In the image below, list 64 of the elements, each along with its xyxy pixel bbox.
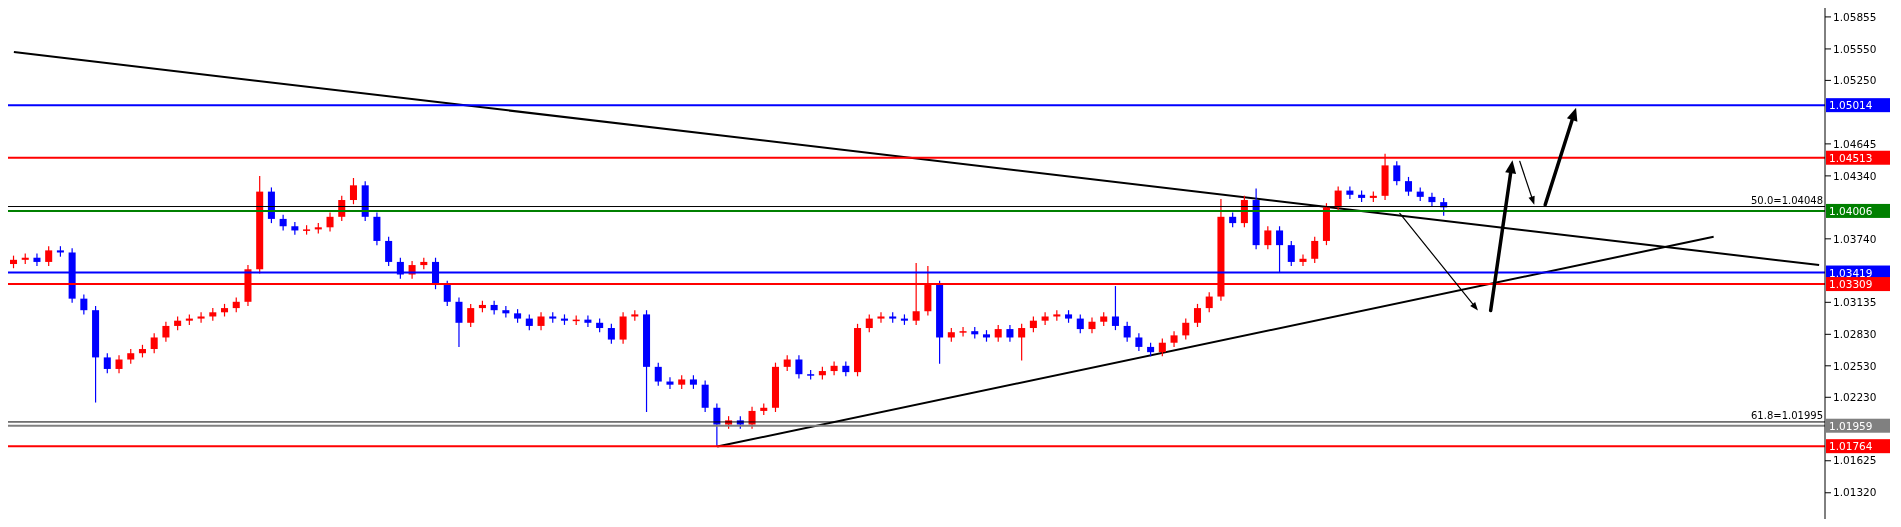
candlestick xyxy=(33,252,41,267)
y-tick-label: 1.03135 xyxy=(1833,296,1877,309)
y-tick-label: 1.02530 xyxy=(1833,359,1877,372)
candlestick xyxy=(607,323,615,345)
candlestick xyxy=(326,212,334,233)
y-tick-label: 1.01625 xyxy=(1833,454,1877,467)
candlestick xyxy=(619,311,627,345)
candlestick xyxy=(1205,291,1213,313)
y-tick-label: 1.05855 xyxy=(1833,10,1877,23)
y-tick-label: 1.05250 xyxy=(1833,74,1877,87)
candlestick xyxy=(502,305,510,319)
candlestick xyxy=(701,379,709,413)
y-tick-label: 1.02830 xyxy=(1833,328,1877,341)
y-tick-label: 1.01320 xyxy=(1833,486,1877,499)
ref-line-label: 50.0=1.04048 xyxy=(1751,194,1823,206)
candlestick xyxy=(1428,192,1436,207)
candlestick xyxy=(443,280,451,307)
candlestick xyxy=(455,297,463,348)
ref-line-label: 1.01764 xyxy=(1829,440,1873,453)
candlestick xyxy=(150,332,158,354)
candlestick xyxy=(80,293,88,315)
candlestick xyxy=(1393,160,1401,186)
candlestick xyxy=(584,314,592,328)
candlestick xyxy=(1404,176,1413,197)
candlestick xyxy=(666,376,674,390)
candlestick xyxy=(1006,324,1014,343)
candlestick xyxy=(959,326,967,338)
candlestick xyxy=(795,354,803,379)
candlestick xyxy=(1111,285,1119,331)
candlestick xyxy=(877,311,885,324)
ref-line-label: 1.01959 xyxy=(1829,419,1873,432)
candlestick xyxy=(1018,323,1026,362)
ref-line-label: 1.03309 xyxy=(1829,278,1873,291)
ref-line-label: 1.04513 xyxy=(1829,151,1873,164)
candlestick xyxy=(654,362,662,387)
candlestick xyxy=(1123,321,1131,343)
candlestick xyxy=(349,177,357,205)
candlestick xyxy=(1076,313,1084,334)
candlestick xyxy=(830,361,838,376)
ref-line-label: 1.05014 xyxy=(1829,99,1873,112)
candlestick xyxy=(1287,240,1295,267)
candlestick xyxy=(291,221,299,236)
candlestick xyxy=(1182,317,1190,341)
candlestick xyxy=(1346,185,1354,200)
candlestick xyxy=(103,352,111,374)
candlestick xyxy=(1041,311,1049,326)
y-tick-label: 1.02230 xyxy=(1833,391,1877,404)
ref-line-label: 61.8=1.01995 xyxy=(1751,409,1823,421)
candlestick xyxy=(197,311,205,324)
ref-line-label: 1.04006 xyxy=(1829,204,1873,217)
candlestick xyxy=(385,236,393,267)
candlestick xyxy=(1193,303,1202,328)
y-tick-label: 1.05550 xyxy=(1833,42,1877,55)
candlestick xyxy=(162,321,170,343)
candlestick xyxy=(1299,253,1307,267)
ref-line-label: 1.03419 xyxy=(1829,266,1873,279)
candlestick xyxy=(45,245,53,267)
candlestick xyxy=(467,303,475,328)
candlestick xyxy=(490,300,498,315)
y-tick-label: 1.04340 xyxy=(1833,169,1877,182)
y-tick-label: 1.03740 xyxy=(1833,232,1877,245)
y-tick-label: 1.04645 xyxy=(1833,137,1877,150)
candlestick xyxy=(1264,225,1272,250)
candlestick xyxy=(1311,236,1319,264)
